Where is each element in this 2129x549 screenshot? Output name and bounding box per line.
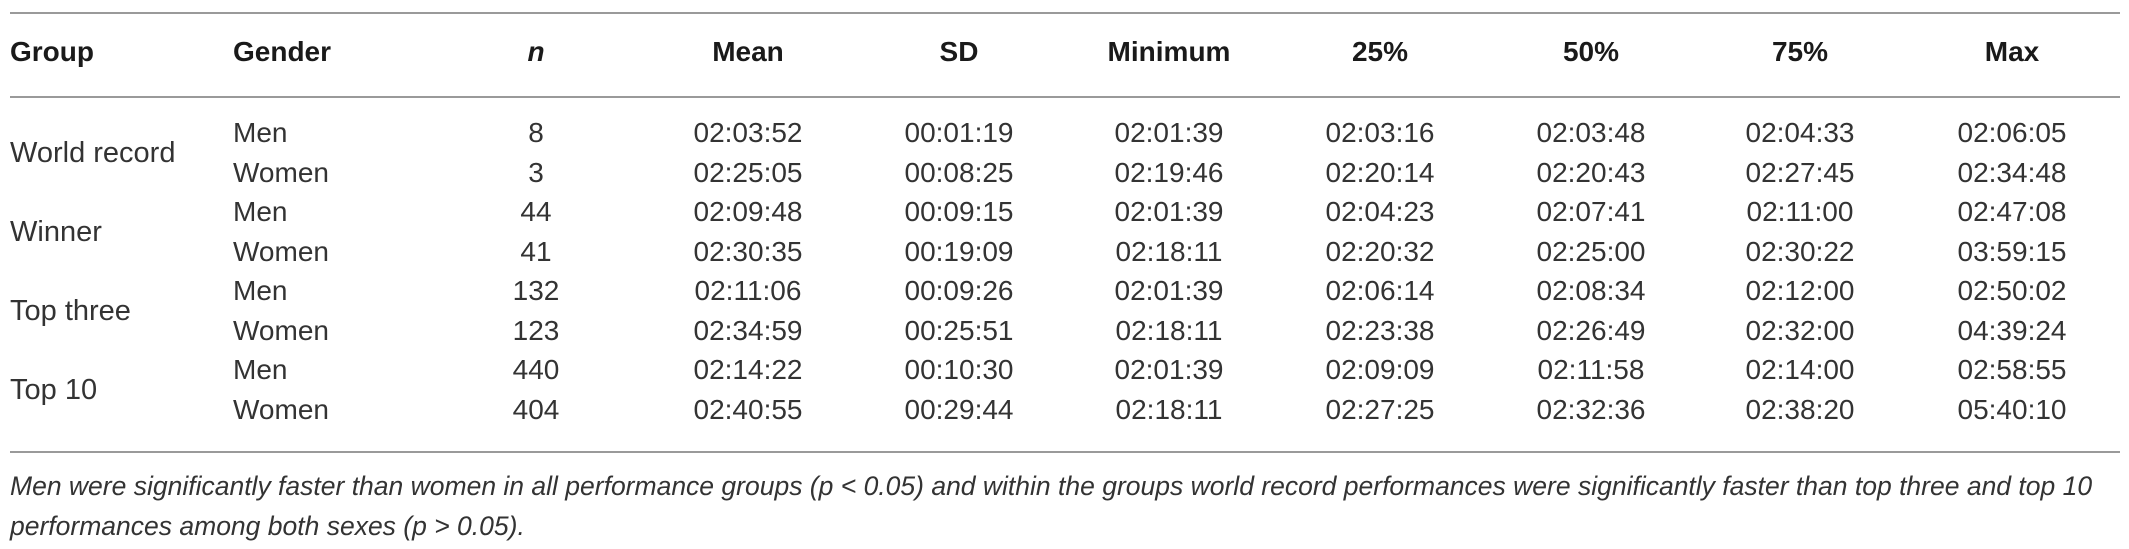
cell-max: 02:58:55 <box>1957 354 2067 385</box>
cell-p25: 02:23:38 <box>1325 314 1435 346</box>
cell-p75: 02:14:00 <box>1745 354 1855 385</box>
cell-mean: 02:40:55 <box>693 393 803 425</box>
cell-n: 44 <box>520 196 552 227</box>
cell-gender: Men <box>233 117 288 148</box>
cell-minimum: 02:01:39 <box>1114 275 1224 306</box>
cell-p50: 02:32:36 <box>1536 393 1646 425</box>
cell-mean: 02:11:06 <box>694 275 802 306</box>
cell-mean: 02:03:52 <box>693 117 803 148</box>
cell-minimum: 02:01:39 <box>1114 196 1224 227</box>
group-label: World record <box>10 136 176 169</box>
cell-p25: 02:04:23 <box>1325 196 1435 227</box>
header-minimum: Minimum <box>1107 36 1231 67</box>
cell-n: 8 <box>528 117 544 148</box>
table-bottom-rule <box>10 451 2120 453</box>
cell-p25: 02:20:14 <box>1325 156 1435 188</box>
cell-max: 02:50:02 <box>1957 275 2067 306</box>
cell-sd: 00:10:30 <box>904 354 1014 385</box>
header-group: Group <box>10 36 94 67</box>
cell-sd: 00:09:26 <box>904 275 1014 306</box>
cell-sd: 00:09:15 <box>904 196 1014 227</box>
header-mean: Mean <box>712 36 784 67</box>
cell-p75: 02:30:22 <box>1745 235 1855 267</box>
cell-minimum: 02:01:39 <box>1114 117 1224 148</box>
cell-gender: Women <box>233 314 329 346</box>
cell-n: 123 <box>512 314 560 346</box>
cell-sd: 00:29:44 <box>904 393 1014 425</box>
cell-p50: 02:26:49 <box>1536 314 1646 346</box>
cell-p50: 02:03:48 <box>1536 117 1646 148</box>
cell-gender: Women <box>233 156 329 188</box>
cell-max: 02:34:48 <box>1957 156 2067 188</box>
table-top-rule <box>10 12 2120 14</box>
cell-n: 41 <box>520 235 552 267</box>
cell-p50: 02:20:43 <box>1536 156 1646 188</box>
cell-gender: Women <box>233 235 329 267</box>
header-p50: 50% <box>1562 36 1620 67</box>
cell-sd: 00:19:09 <box>904 235 1014 267</box>
cell-p25: 02:06:14 <box>1325 275 1435 306</box>
cell-p75: 02:11:00 <box>1746 196 1854 227</box>
cell-n: 404 <box>512 393 560 425</box>
cell-sd: 00:25:51 <box>904 314 1014 346</box>
table-header-rule <box>10 96 2120 98</box>
cell-p25: 02:27:25 <box>1325 393 1435 425</box>
cell-p25: 02:03:16 <box>1325 117 1435 148</box>
cell-max: 05:40:10 <box>1957 393 2067 425</box>
cell-p75: 02:12:00 <box>1745 275 1855 306</box>
cell-p50: 02:07:41 <box>1536 196 1646 227</box>
cell-p75: 02:38:20 <box>1745 393 1855 425</box>
cell-n: 440 <box>512 354 560 385</box>
cell-max: 03:59:15 <box>1957 235 2067 267</box>
cell-max: 02:06:05 <box>1957 117 2067 148</box>
cell-mean: 02:25:05 <box>693 156 803 188</box>
group-label: Winner <box>10 215 102 248</box>
cell-minimum: 02:18:11 <box>1115 393 1223 425</box>
table-footnote: Men were significantly faster than women… <box>10 471 2093 541</box>
header-gender: Gender <box>233 36 332 67</box>
header-max: Max <box>1984 36 2040 67</box>
cell-minimum: 02:01:39 <box>1114 354 1224 385</box>
group-label: Top 10 <box>10 373 98 406</box>
cell-minimum: 02:19:46 <box>1114 156 1224 188</box>
cell-max: 02:47:08 <box>1957 196 2067 227</box>
header-n: n <box>527 36 545 67</box>
cell-n: 3 <box>528 156 544 188</box>
cell-mean: 02:30:35 <box>693 235 803 267</box>
cell-p75: 02:04:33 <box>1745 117 1855 148</box>
cell-minimum: 02:18:11 <box>1115 235 1223 267</box>
cell-p25: 02:20:32 <box>1325 235 1435 267</box>
cell-p75: 02:32:00 <box>1745 314 1855 346</box>
cell-p75: 02:27:45 <box>1745 156 1855 188</box>
cell-p50: 02:11:58 <box>1537 354 1645 385</box>
cell-gender: Men <box>233 354 288 385</box>
cell-mean: 02:09:48 <box>693 196 803 227</box>
header-p25: 25% <box>1351 36 1409 67</box>
cell-sd: 00:08:25 <box>904 156 1014 188</box>
cell-sd: 00:01:19 <box>904 117 1014 148</box>
cell-gender: Women <box>233 393 329 425</box>
cell-p50: 02:25:00 <box>1536 235 1646 267</box>
cell-gender: Men <box>233 275 288 306</box>
header-sd: SD <box>939 36 979 67</box>
cell-mean: 02:14:22 <box>693 354 803 385</box>
cell-n: 132 <box>512 275 560 306</box>
cell-mean: 02:34:59 <box>693 314 803 346</box>
cell-max: 04:39:24 <box>1957 314 2067 346</box>
group-label: Top three <box>10 294 131 327</box>
cell-p50: 02:08:34 <box>1536 275 1646 306</box>
header-p75: 75% <box>1771 36 1829 67</box>
cell-gender: Men <box>233 196 288 227</box>
cell-minimum: 02:18:11 <box>1115 314 1223 346</box>
cell-p25: 02:09:09 <box>1325 354 1435 385</box>
